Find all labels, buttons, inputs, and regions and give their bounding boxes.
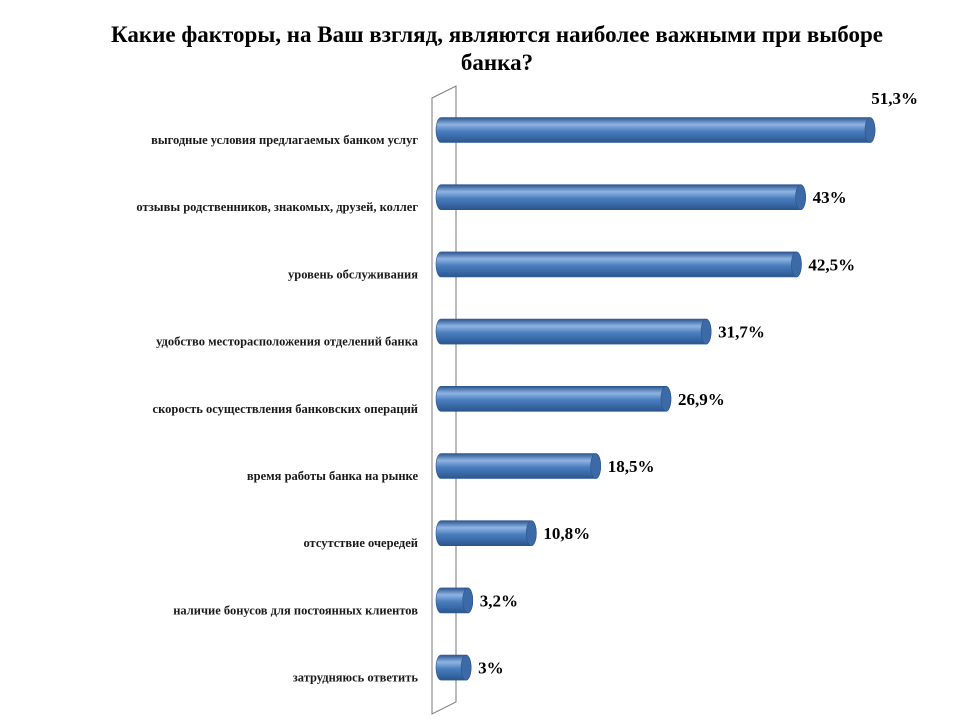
bar-cap: [590, 453, 602, 479]
bar-cap: [526, 520, 537, 547]
bar-2: [435, 184, 806, 210]
bar-cap: [460, 654, 472, 681]
bar-8: [435, 587, 474, 614]
value-label: 3%: [478, 659, 504, 678]
bar-cap: [462, 587, 474, 614]
bar-body: [435, 117, 876, 143]
category-label: наличие бонусов для постоянных клиентов: [173, 603, 418, 617]
value-label: 43%: [813, 188, 847, 207]
category-label: скорость осуществления банковских операц…: [153, 402, 418, 416]
bar-5: [435, 385, 672, 412]
bar-body: [435, 386, 672, 412]
bar-cap: [791, 251, 802, 278]
bar-body: [435, 251, 802, 278]
chart-title-line-1: Какие факторы, на Ваш взгляд, являются н…: [111, 22, 883, 47]
chart-title-line-2: банка?: [461, 50, 533, 75]
bar-cap: [864, 117, 876, 143]
value-labels: 51,3% 43% 42,5% 31,7% 26,9% 18,5% 10,8% 3,2% 3%: [478, 89, 918, 678]
bar-cap: [700, 318, 712, 345]
bar-body: [435, 184, 806, 210]
bar-body: [435, 318, 712, 345]
axis-wall-outline: [431, 85, 457, 715]
category-label: выгодные условия предлагаемых банком усл…: [151, 133, 418, 147]
category-label: уровень обслуживания: [288, 267, 418, 281]
bar-1: [435, 117, 876, 143]
bar-6: [435, 453, 602, 479]
value-label: 10,8%: [543, 524, 590, 543]
bar-body: [435, 453, 602, 479]
bar-cap: [660, 385, 672, 412]
category-label: затрудняюсь ответить: [293, 671, 419, 685]
bar-4: [435, 318, 712, 345]
bar-9: [435, 654, 472, 681]
category-label: время работы банка на рынке: [247, 469, 419, 483]
axis-wall: [431, 85, 457, 715]
value-label: 42,5%: [808, 255, 855, 274]
bar-3: [435, 251, 802, 278]
value-label: 3,2%: [480, 591, 518, 610]
category-label: удобство месторасположения отделений бан…: [156, 335, 419, 349]
value-label: 51,3%: [871, 89, 918, 108]
category-label: отзывы родственников, знакомых, друзей, …: [136, 200, 418, 214]
value-label: 18,5%: [608, 457, 655, 476]
category-label: отсутствие очередей: [303, 536, 418, 550]
value-label: 31,7%: [718, 323, 765, 342]
bar-cap: [795, 184, 806, 210]
category-labels: выгодные условия предлагаемых банком усл…: [136, 133, 418, 685]
value-label: 26,9%: [678, 390, 725, 409]
bars: [435, 117, 876, 681]
bar-7: [435, 520, 537, 547]
bar-body: [435, 520, 537, 546]
